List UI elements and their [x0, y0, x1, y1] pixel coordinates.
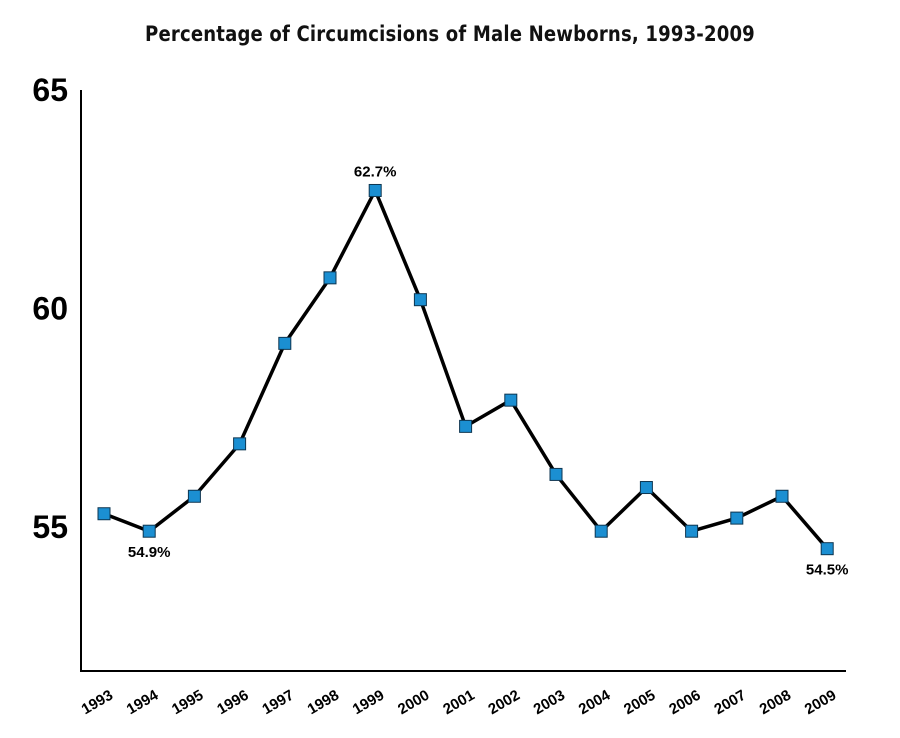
x-tick-label-2000: 2000 [395, 687, 432, 718]
data-point-1998 [323, 271, 337, 285]
data-point-2005 [639, 481, 653, 495]
data-point-2006 [685, 524, 699, 538]
data-point-2000 [413, 293, 427, 307]
x-tick-label-2003: 2003 [531, 687, 568, 718]
data-point-1993 [97, 507, 111, 521]
data-point-1996 [233, 437, 247, 451]
data-point-1997 [278, 336, 292, 350]
data-point-2003 [549, 467, 563, 481]
x-tick-label-2007: 2007 [711, 687, 748, 718]
x-tick-label-2008: 2008 [757, 687, 794, 718]
x-tick-label-1995: 1995 [169, 687, 206, 718]
chart-title: Percentage of Circumcisions of Male Newb… [145, 22, 755, 46]
data-point-2007 [730, 511, 744, 525]
data-label-1994: 54.9% [128, 544, 171, 561]
y-tick-label-65: 65 [32, 72, 68, 108]
x-tick-label-2004: 2004 [576, 686, 614, 718]
data-point-2002 [504, 393, 518, 407]
x-tick-label-2001: 2001 [440, 687, 477, 718]
data-point-2001 [459, 419, 473, 433]
data-label-2009: 54.5% [806, 562, 849, 579]
series-line [103, 186, 829, 550]
x-tick-label-2006: 2006 [666, 687, 703, 718]
data-point-1995 [187, 489, 201, 503]
data-point-2008 [775, 489, 789, 503]
x-tick-label-1994: 1994 [124, 686, 162, 718]
x-tick-label-1993: 1993 [79, 687, 116, 718]
x-tick-label-1996: 1996 [214, 687, 251, 718]
x-tick-label-2002: 2002 [485, 687, 522, 718]
data-point-1994 [142, 524, 156, 538]
x-tick-label-2005: 2005 [621, 687, 658, 718]
x-tick-label-1998: 1998 [305, 687, 342, 718]
x-tick-label-1999: 1999 [350, 687, 387, 718]
data-point-1999 [368, 183, 382, 197]
x-tick-label-2009: 2009 [802, 687, 839, 718]
y-tick-label-60: 60 [32, 290, 68, 326]
data-point-2004 [594, 524, 608, 538]
y-tick-label-55: 55 [32, 509, 68, 545]
data-label-1999: 62.7% [354, 163, 397, 180]
data-point-2009 [820, 542, 834, 556]
x-tick-label-1997: 1997 [259, 687, 296, 718]
